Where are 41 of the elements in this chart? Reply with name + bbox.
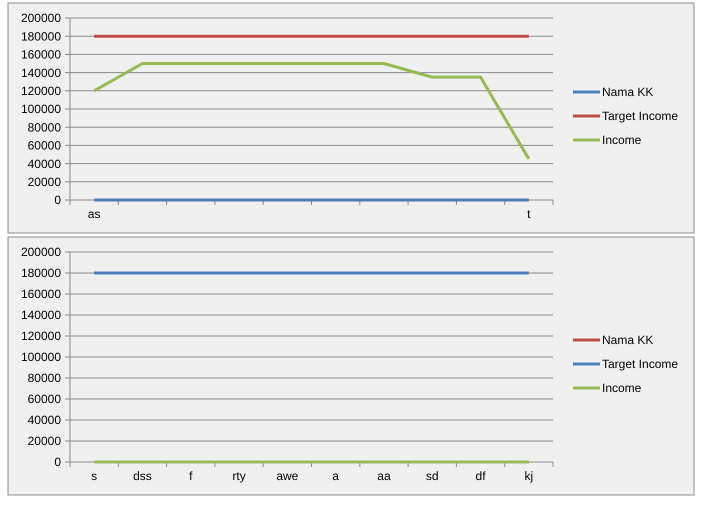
legend-label: Income [602, 381, 642, 396]
y-tick-label: 140000 [20, 308, 62, 322]
x-tick-label: s [91, 469, 98, 483]
x-tick-label: df [476, 469, 486, 483]
x-tick-label: a [332, 469, 340, 483]
y-tick-label: 200000 [20, 11, 62, 26]
y-tick-label: 40000 [28, 156, 62, 171]
y-tick-label: 20000 [28, 175, 62, 189]
y-tick-label: 120000 [20, 329, 62, 344]
line-series [92, 62, 530, 161]
y-tick-label: 0 [54, 455, 62, 470]
x-tick-label: as [88, 207, 100, 221]
legend-label: Nama KK [602, 333, 654, 348]
y-tick-label: 20000 [28, 434, 62, 448]
y-tick-label: 60000 [28, 138, 62, 153]
x-tick-label: aa [377, 469, 391, 483]
legend-label: Income [602, 133, 642, 148]
x-tick-label: t [527, 207, 532, 221]
legend-label: Target Income [602, 109, 678, 124]
y-tick-label: 80000 [28, 371, 62, 386]
x-tick-label: kj [524, 469, 534, 483]
y-tick-label: 200000 [20, 245, 62, 260]
y-tick-label: 60000 [28, 392, 62, 406]
y-tick-label: 120000 [20, 84, 62, 98]
y-tick-label: 140000 [20, 66, 62, 80]
legend-label: Nama KK [602, 85, 654, 100]
x-tick-label: dss [133, 469, 152, 483]
x-tick-label: sd [426, 469, 439, 483]
y-tick-label: 100000 [20, 102, 62, 116]
x-tick-label: awe [276, 469, 299, 483]
y-tick-label: 100000 [20, 350, 62, 364]
y-tick-label: 40000 [28, 413, 62, 428]
y-tick-label: 180000 [20, 29, 62, 44]
y-tick-label: 180000 [20, 266, 62, 280]
legend-label: Target Income [602, 357, 678, 372]
y-tick-label: 160000 [20, 48, 62, 62]
x-tick-label: f [189, 469, 194, 483]
y-tick-label: 160000 [20, 287, 62, 302]
y-tick-label: 80000 [28, 120, 62, 134]
y-tick-label: 0 [54, 193, 62, 208]
x-tick-label: rty [232, 469, 246, 483]
